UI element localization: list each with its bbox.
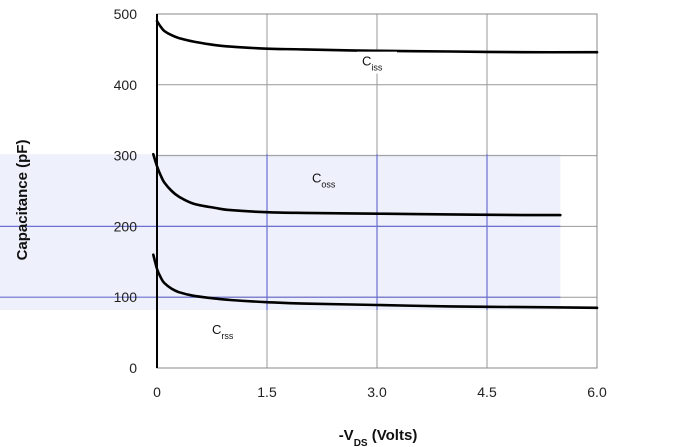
x-axis-title-unit: (Volts) (368, 427, 418, 444)
x-tick-label: 6.0 (587, 384, 607, 400)
x-tick-label: 4.5 (477, 384, 497, 400)
series-line-rss (152, 253, 599, 310)
series-label-iss: Ciss (362, 54, 383, 73)
highlight-band (0, 154, 561, 310)
y-tick-label: 300 (114, 148, 138, 164)
series-label-rss: Crss (212, 322, 234, 341)
series-line-iss (155, 19, 599, 54)
series-label-bg-iss (357, 51, 397, 74)
x-axis-title-sub: DS (354, 438, 368, 447)
series-line-oss (152, 152, 562, 217)
x-tick-label: 1.5 (257, 384, 277, 400)
x-axis-title-main: -V (339, 427, 354, 444)
x-axis-title: -VDS (Volts) (339, 427, 418, 447)
y-tick-label: 500 (114, 6, 138, 22)
y-axis-title: Capacitance (pF) (14, 140, 31, 261)
y-tick-label: 400 (114, 77, 138, 93)
y-tick-label: 0 (129, 360, 137, 376)
x-tick-label: 3.0 (367, 384, 387, 400)
y-tick-label: 100 (114, 289, 138, 305)
series-label-oss: Coss (312, 171, 336, 190)
y-tick-label: 200 (114, 218, 138, 234)
x-tick-label: 0 (153, 384, 161, 400)
